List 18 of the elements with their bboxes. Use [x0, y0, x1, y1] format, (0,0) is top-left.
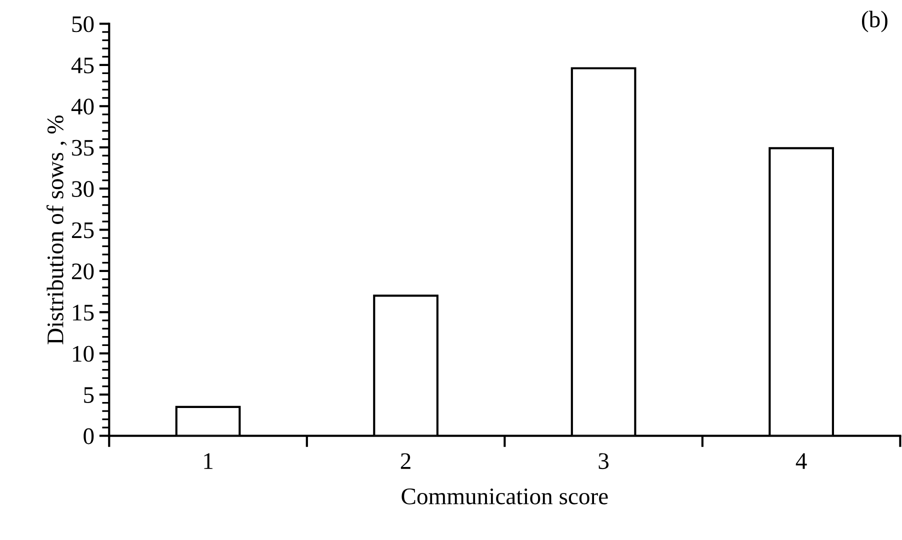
- y-tick-label: 10: [73, 346, 94, 362]
- x-axis-title: Communication score: [402, 488, 608, 504]
- annotation: (b): [862, 10, 888, 32]
- y-tick-label: 30: [72, 181, 94, 197]
- y-tick-label: 15: [73, 304, 94, 321]
- y-tick-label: 5: [84, 387, 94, 403]
- x-tick-label: 2: [400, 453, 410, 469]
- x-tick-label: 1: [204, 453, 213, 469]
- y-axis-title: Distribution of sows , %: [46, 115, 67, 344]
- y-tick-label: 25: [72, 222, 94, 238]
- y-tick-label: 35: [72, 140, 94, 156]
- y-tick-label: 20: [72, 263, 94, 280]
- y-tick-label: 45: [71, 58, 94, 74]
- y-tick-label: 50: [72, 16, 94, 32]
- x-tick-label: 3: [598, 453, 609, 470]
- x-tick-label: 4: [796, 453, 807, 469]
- y-tick-label: 0: [84, 428, 94, 444]
- y-tick-label: 40: [71, 98, 94, 115]
